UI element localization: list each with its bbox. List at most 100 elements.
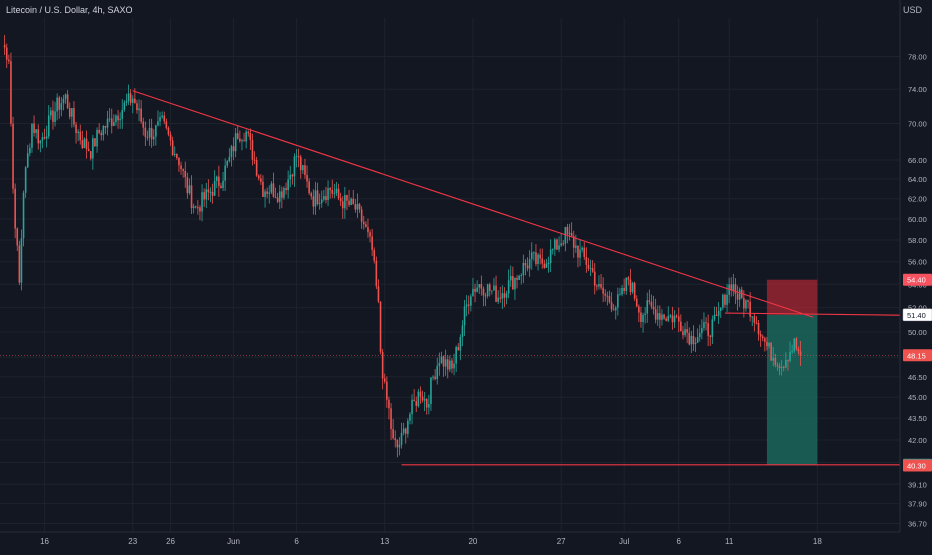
candle-body [470, 296, 472, 306]
candle-body [102, 126, 105, 136]
candle-body [528, 259, 531, 269]
candle-body [491, 290, 493, 292]
candle-body [583, 247, 586, 257]
candle-body [295, 156, 298, 158]
candle-body [14, 188, 16, 229]
candle-body [62, 98, 65, 104]
candle-body [251, 139, 254, 160]
candle-body [236, 133, 239, 139]
candle-body [677, 316, 680, 322]
candle-body [247, 131, 250, 134]
candle-body [92, 138, 94, 159]
y-tick-label: 60.00 [908, 215, 927, 224]
candle-body [629, 279, 632, 293]
candle-body [724, 294, 726, 305]
candle-body [377, 286, 380, 302]
candle-body [39, 140, 42, 144]
candle-body [432, 376, 434, 378]
candle-body [446, 359, 449, 370]
candle-body [684, 329, 686, 336]
candle-body [667, 315, 670, 321]
candle-body [260, 178, 262, 182]
candle-body [388, 399, 390, 409]
candle-body [289, 174, 292, 180]
candle-body [245, 131, 247, 142]
candle-body [35, 129, 37, 133]
candle-body [617, 294, 619, 308]
candle-body [283, 188, 285, 198]
candle-body [533, 252, 535, 254]
candle-body [514, 277, 516, 290]
candle-body [218, 176, 220, 186]
candle-body [654, 309, 657, 320]
candle-body [568, 232, 571, 235]
candle-body [171, 140, 174, 156]
candle-body [163, 115, 166, 122]
candle-body [358, 204, 361, 210]
candle-body [461, 325, 464, 338]
candle-body [411, 399, 413, 415]
candle-body [293, 156, 296, 177]
y-tick-label: 70.00 [908, 120, 927, 129]
candle-body [79, 131, 82, 141]
candle-body [715, 314, 718, 316]
candle-body [438, 363, 441, 366]
trend-line [132, 90, 814, 318]
x-tick-label: 13 [380, 537, 389, 546]
candle-body [312, 196, 315, 207]
candle-body [795, 338, 798, 349]
candle-body [354, 204, 357, 210]
candle-body [453, 363, 455, 369]
candle-body [623, 288, 625, 292]
candle-body [480, 284, 483, 289]
candle-body [346, 195, 348, 201]
candle-body [518, 275, 520, 280]
candle-body [707, 323, 709, 336]
candle-body [278, 191, 281, 202]
y-tick-label: 64.00 [908, 175, 927, 184]
trend-line [724, 312, 919, 316]
candle-body [455, 346, 457, 364]
candle-body [791, 350, 793, 353]
candle-body [24, 167, 27, 193]
y-tick-label: 36.70 [908, 520, 927, 529]
candle-body [371, 236, 373, 250]
candle-body [598, 284, 600, 287]
x-tick-label: 20 [468, 537, 477, 546]
candle-body [799, 351, 802, 356]
candle-body [199, 207, 201, 212]
candle-body [593, 271, 596, 286]
candle-body [77, 131, 79, 133]
candle-body [211, 191, 214, 196]
candle-body [306, 175, 308, 182]
price-label: 51.40 [907, 311, 926, 320]
candle-body [362, 221, 365, 225]
candle-body [268, 192, 271, 194]
candle-body [310, 193, 313, 197]
candle-body [650, 301, 653, 307]
candle-body [113, 122, 115, 126]
candle-body [255, 160, 258, 176]
y-tick-label: 39.10 [908, 480, 927, 489]
candle-body [417, 391, 420, 407]
candle-body [722, 294, 724, 308]
candle-body [270, 183, 273, 193]
candle-body [726, 294, 728, 305]
candle-body [253, 159, 256, 161]
candle-body [772, 357, 775, 361]
candle-body [499, 297, 502, 299]
candle-body [50, 110, 52, 116]
candle-body [264, 191, 266, 197]
candle-body [20, 238, 23, 283]
candle-body [18, 245, 21, 283]
candle-body [675, 315, 678, 317]
candle-body [497, 297, 499, 302]
candle-body [556, 239, 558, 250]
candle-body [669, 315, 672, 317]
candle-body [457, 346, 460, 351]
candle-body [478, 284, 481, 288]
candle-body [656, 313, 659, 320]
candle-body [165, 121, 168, 128]
